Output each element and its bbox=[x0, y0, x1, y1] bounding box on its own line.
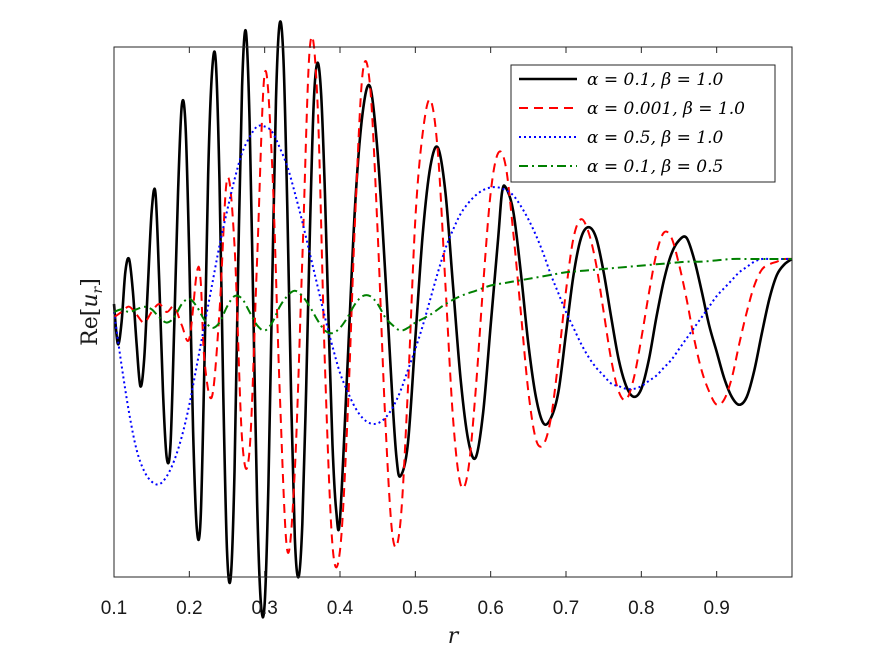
x-tick-label: 0.7 bbox=[553, 598, 579, 619]
x-tick-label: 0.1 bbox=[101, 598, 127, 619]
x-tick-label: 0.4 bbox=[327, 598, 354, 619]
series-layer bbox=[112, 20, 793, 619]
legend-label-3: α = 0.5, β = 1.0 bbox=[587, 128, 723, 148]
legend: α = 0.1, β = 1.0 α = 0.001, β = 1.0 α = 0.… bbox=[510, 64, 776, 183]
x-tick-label: 0.6 bbox=[477, 598, 503, 619]
x-axis-label: r bbox=[448, 624, 460, 649]
series-line-2 bbox=[113, 35, 793, 569]
x-tick-label: 0.3 bbox=[251, 598, 277, 619]
series-line-4 bbox=[113, 257, 792, 335]
series-line-1 bbox=[112, 20, 793, 619]
legend-label-1: α = 0.1, β = 1.0 bbox=[587, 70, 723, 90]
legend-label-4: α = 0.1, β = 0.5 bbox=[587, 157, 723, 177]
y-axis-label: Re[ur] bbox=[78, 278, 106, 346]
legend-box bbox=[510, 64, 776, 183]
legend-label-2: α = 0.001, β = 1.0 bbox=[587, 99, 745, 119]
x-tick-label: 0.8 bbox=[628, 598, 654, 619]
plot-frame bbox=[113, 46, 793, 578]
x-axis: 0.1 0.2 0.3 0.4 0.5 0.6 0.7 0.8 0.9 bbox=[101, 47, 730, 619]
x-tick-label: 0.5 bbox=[402, 598, 428, 619]
series-line-3 bbox=[113, 124, 792, 486]
x-tick-label: 0.9 bbox=[703, 598, 729, 619]
x-tick-label: 0.2 bbox=[176, 598, 202, 619]
